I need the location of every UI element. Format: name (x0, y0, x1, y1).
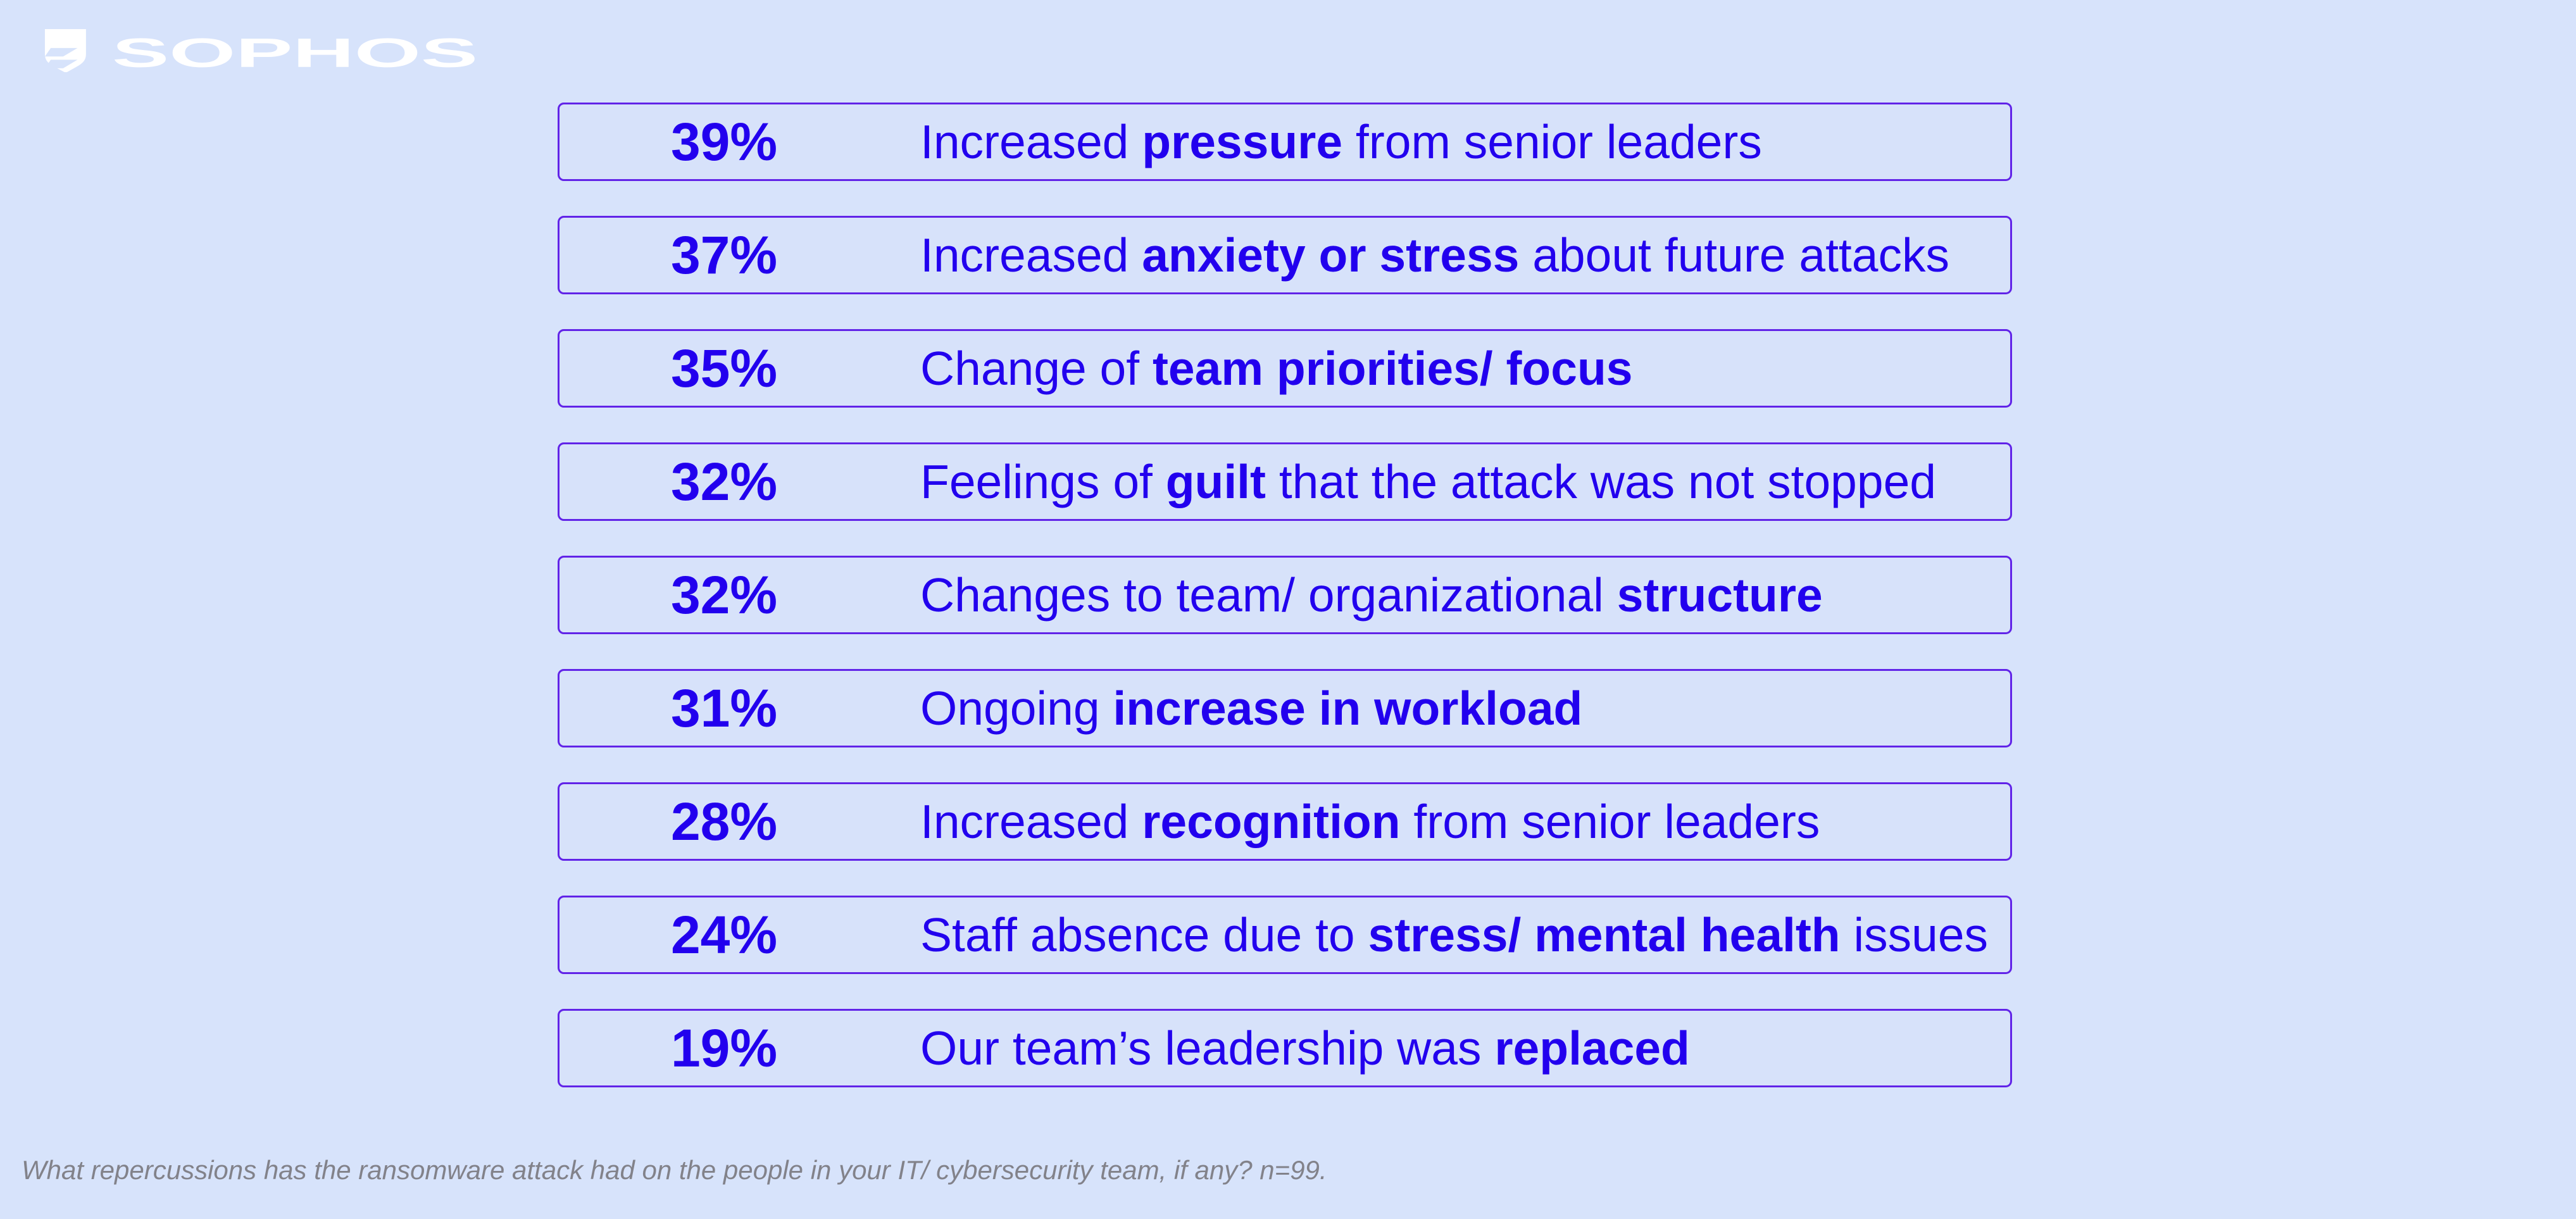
svg-text:SOPHOS: SOPHOS (112, 30, 478, 72)
